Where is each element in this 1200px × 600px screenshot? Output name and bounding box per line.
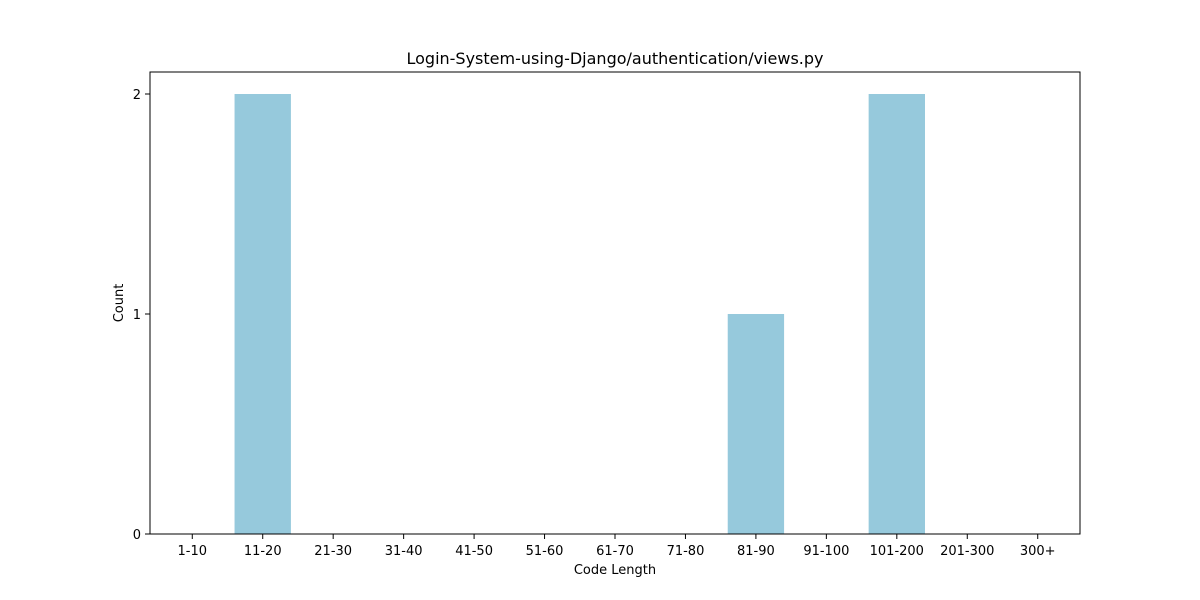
y-axis-label: Count [112,284,127,323]
x-tick-label: 91-100 [803,544,849,559]
bar-101-200 [868,94,925,534]
x-tick-label: 61-70 [596,544,634,559]
x-axis: 1-10 11-20 21-30 31-40 41-50 51-60 61-70 71-80 8… [178,534,1056,559]
x-tick-label: 1-10 [178,544,208,559]
x-tick-label: 21-30 [314,544,352,559]
y-tick-label: 1 [133,308,141,323]
x-tick-label: 81-90 [737,544,775,559]
bar-81-90 [727,314,785,534]
x-tick-label: 51-60 [526,544,564,559]
y-tick-label: 0 [133,528,141,543]
x-tick-label: 31-40 [385,544,423,559]
bars-group [234,94,925,534]
chart-title: Login-System-using-Django/authentication… [406,49,823,68]
x-tick-label: 11-20 [244,544,282,559]
x-tick-label: 101-200 [870,544,924,559]
x-tick-label: 300+ [1020,544,1056,559]
x-tick-label: 71-80 [667,544,705,559]
x-axis-label: Code Length [574,563,656,578]
bar-11-20 [234,94,291,534]
y-tick-label: 2 [133,88,141,103]
x-tick-label: 41-50 [455,544,493,559]
x-tick-label: 201-300 [940,544,994,559]
y-axis: 0 1 2 [133,88,150,543]
